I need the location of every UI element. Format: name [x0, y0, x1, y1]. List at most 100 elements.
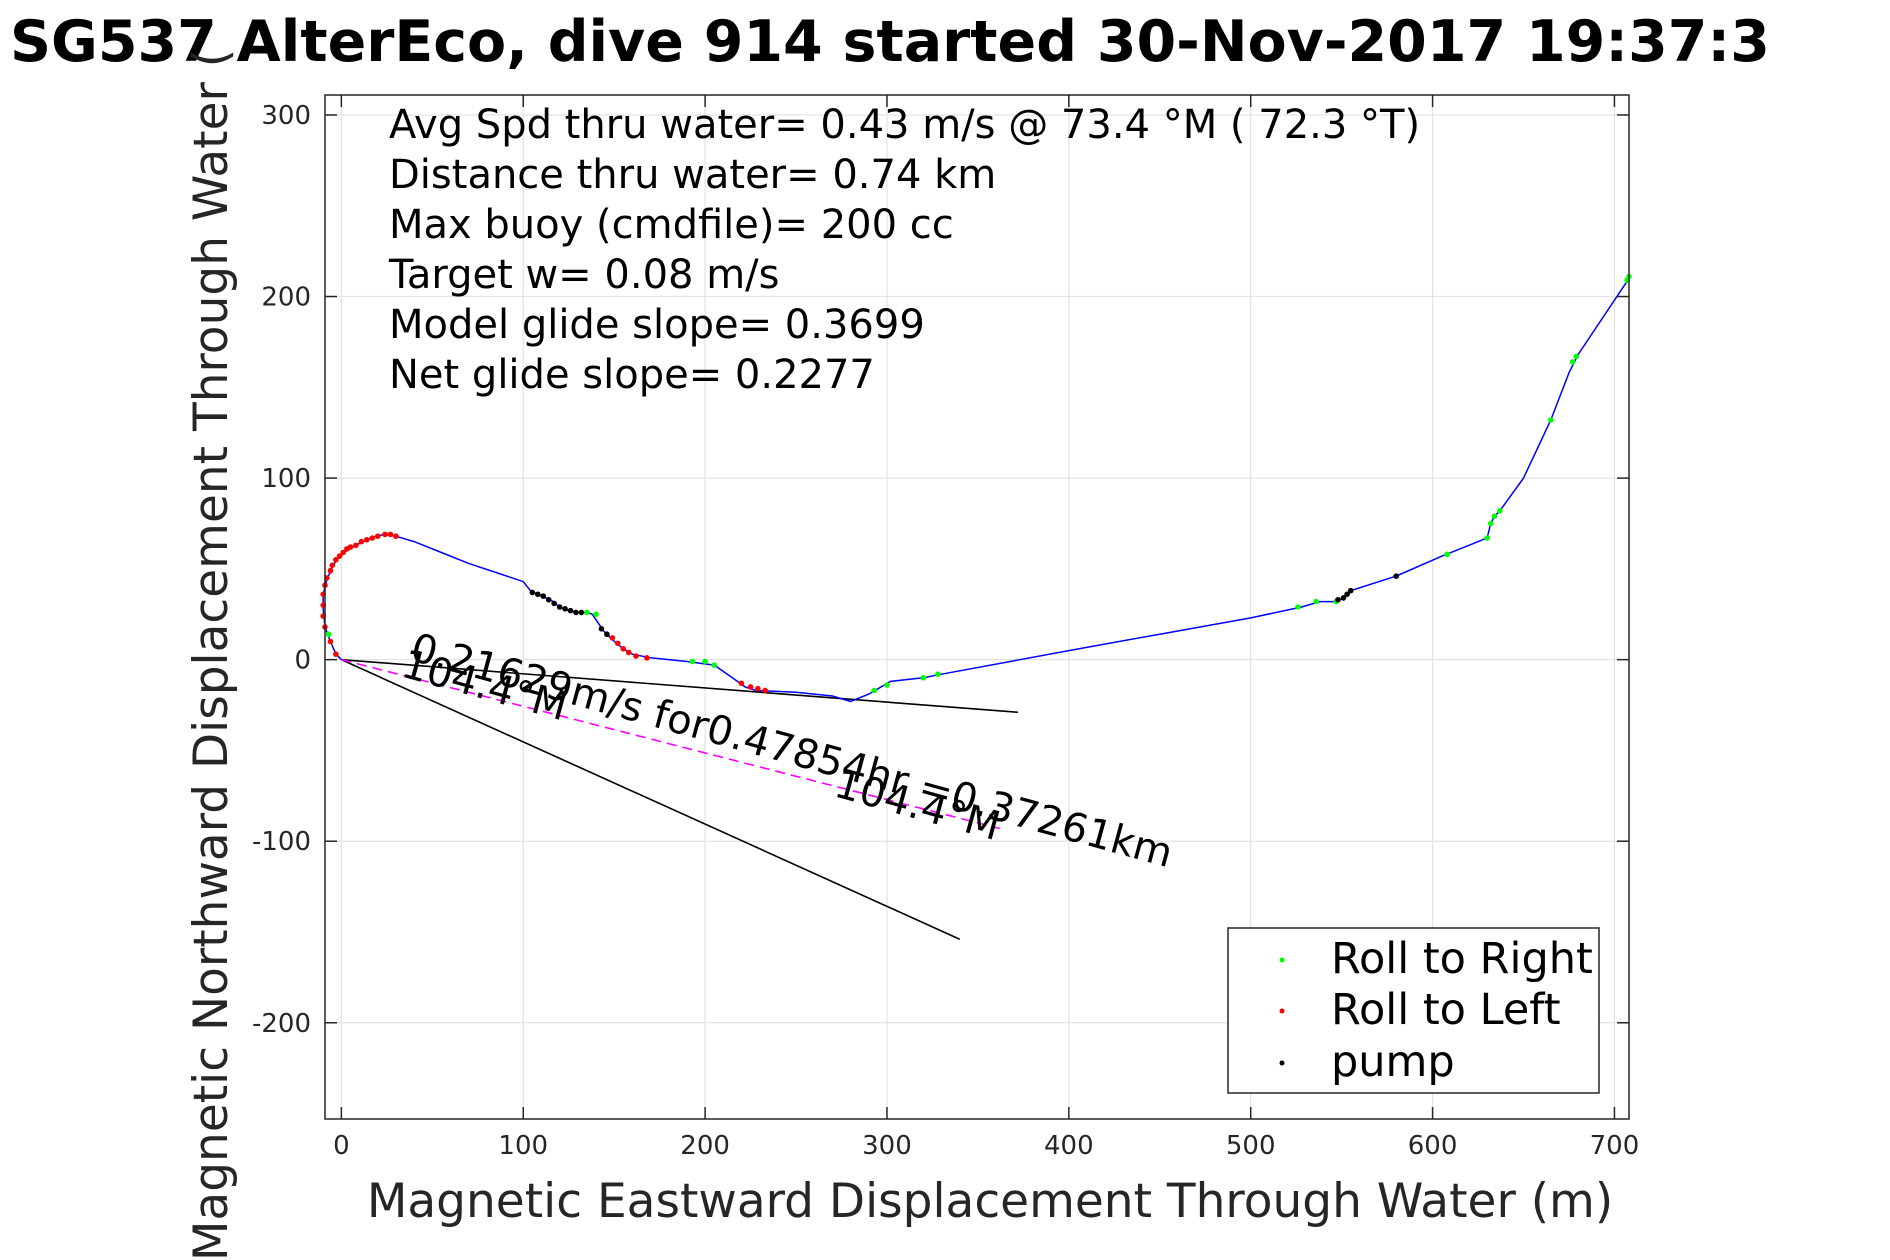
marker-roll-to-right [884, 682, 890, 688]
marker-roll-to-left [609, 635, 616, 641]
marker-roll-to-left [382, 531, 388, 538]
legend: Roll to Right Roll to Left pump [1227, 927, 1600, 1094]
marker-roll-to-left [620, 645, 627, 652]
reference-line [341, 658, 1018, 714]
marker-roll-to-left [374, 533, 381, 539]
marker-roll-to-left [387, 531, 394, 538]
marker-roll-to-right [920, 675, 927, 681]
marker-roll-to-left [333, 556, 339, 563]
stat-line: Distance thru water= 0.74 km [389, 152, 996, 198]
reference-line [341, 658, 1000, 830]
marker-roll-to-left [615, 640, 621, 647]
x-tick-label: 100 [498, 1131, 548, 1161]
marker-pump [540, 593, 547, 599]
marker-roll-to-left [738, 680, 745, 687]
marker-pump [534, 591, 541, 598]
marker-roll-to-left [625, 649, 632, 656]
y-axis-label: Magnetic Northward Displacement Through … [184, 49, 239, 1260]
marker-pump [551, 600, 557, 607]
x-tick-label: 200 [680, 1131, 730, 1161]
marker-roll-to-right [593, 611, 599, 618]
legend-marker-pump [1279, 1060, 1285, 1066]
marker-roll-to-left [364, 537, 370, 543]
marker-roll-to-right [1491, 513, 1498, 520]
marker-pump [545, 596, 552, 603]
marker-roll-to-left [633, 653, 639, 659]
x-tick-label: 400 [1044, 1131, 1094, 1161]
marker-pump [1335, 596, 1341, 603]
legend-box [1227, 927, 1600, 1094]
marker-roll-to-left [353, 542, 359, 549]
marker-roll-to-right [1573, 353, 1580, 360]
marker-roll-to-right [1444, 551, 1450, 558]
marker-pump [578, 609, 585, 616]
y-tick-label: 300 [261, 101, 311, 131]
marker-roll-to-right [689, 658, 696, 665]
markers [320, 273, 1632, 694]
stat-line: Avg Spd thru water= 0.43 m/s @ 73.4 °M (… [389, 102, 1420, 148]
marker-roll-to-right [1547, 417, 1554, 423]
marker-pump [567, 607, 574, 614]
grid [325, 95, 1629, 1119]
marker-pump [562, 606, 568, 612]
stat-line: Target w= 0.08 m/s [388, 252, 779, 298]
chart-title: SG537 AlterEco, dive 914 started 30-Nov-… [10, 9, 1770, 75]
marker-roll-to-right [1497, 507, 1503, 514]
stat-line: Model glide slope= 0.3699 [389, 302, 925, 348]
marker-roll-to-left [762, 687, 768, 694]
marker-pump [556, 604, 563, 610]
x-tick-label: 0 [333, 1131, 350, 1161]
marker-pump [1347, 587, 1354, 594]
x-tick-label: 500 [1226, 1131, 1276, 1161]
stat-line: Max buoy (cmdfile)= 200 cc [389, 202, 954, 248]
reference-line [341, 658, 961, 940]
marker-roll-to-left [336, 553, 343, 559]
marker-roll-to-right [935, 671, 941, 677]
y-tick-label: 100 [261, 464, 311, 494]
marker-roll-to-left [755, 685, 761, 692]
marker-roll-to-left [393, 533, 399, 539]
marker-roll-to-left [340, 549, 346, 556]
marker-roll-to-right [1484, 535, 1490, 541]
marker-roll-to-right [1313, 598, 1319, 605]
y-tick-label: 200 [261, 283, 311, 313]
y-tick-label: -100 [252, 827, 311, 857]
x-axis-label: Magnetic Eastward Displacement Through W… [367, 1174, 1613, 1229]
marker-roll-to-right [702, 658, 708, 665]
plot-frame [324, 94, 1630, 1120]
marker-pump [573, 609, 579, 616]
y-tick-label: -200 [252, 1009, 311, 1039]
marker-pump [604, 631, 610, 638]
axis-ticks: 0 100 200 300 400 500 600 700 -200 -100 0 100 200 300 [252, 95, 1639, 1161]
x-tick-label: 600 [1408, 1131, 1458, 1161]
marker-roll-to-right [1569, 359, 1576, 365]
y-tick-label: 0 [294, 646, 311, 676]
marker-roll-to-right [871, 687, 878, 694]
marker-roll-to-left [369, 535, 376, 541]
marker-roll-to-left [347, 544, 354, 550]
marker-pump [1393, 573, 1400, 579]
marker-roll-to-right [1295, 604, 1301, 610]
stats-annotations: Avg Spd thru water= 0.43 m/s @ 73.4 °M (… [388, 102, 1420, 398]
marker-roll-to-left [329, 562, 336, 569]
stat-line: Net glide slope= 0.2277 [389, 352, 875, 398]
marker-roll-to-left [644, 655, 650, 661]
legend-marker-roll-left [1279, 1008, 1285, 1014]
marker-roll-to-left [327, 638, 334, 645]
marker-roll-to-right [1487, 520, 1494, 527]
marker-pump [598, 625, 605, 632]
marker-pump [529, 589, 536, 596]
marker-roll-to-right [584, 609, 590, 616]
marker-roll-to-right [325, 631, 332, 638]
marker-roll-to-right [711, 662, 717, 668]
marker-roll-to-left [327, 567, 334, 574]
marker-roll-to-left [358, 538, 365, 545]
legend-marker-roll-right [1279, 957, 1285, 963]
x-tick-label: 300 [862, 1131, 912, 1161]
legend-label-pump: pump [1331, 1037, 1455, 1087]
marker-roll-to-left [747, 684, 754, 690]
legend-label-roll-right: Roll to Right [1331, 934, 1593, 984]
legend-label-roll-left: Roll to Left [1331, 985, 1561, 1035]
x-tick-label: 700 [1590, 1131, 1640, 1161]
